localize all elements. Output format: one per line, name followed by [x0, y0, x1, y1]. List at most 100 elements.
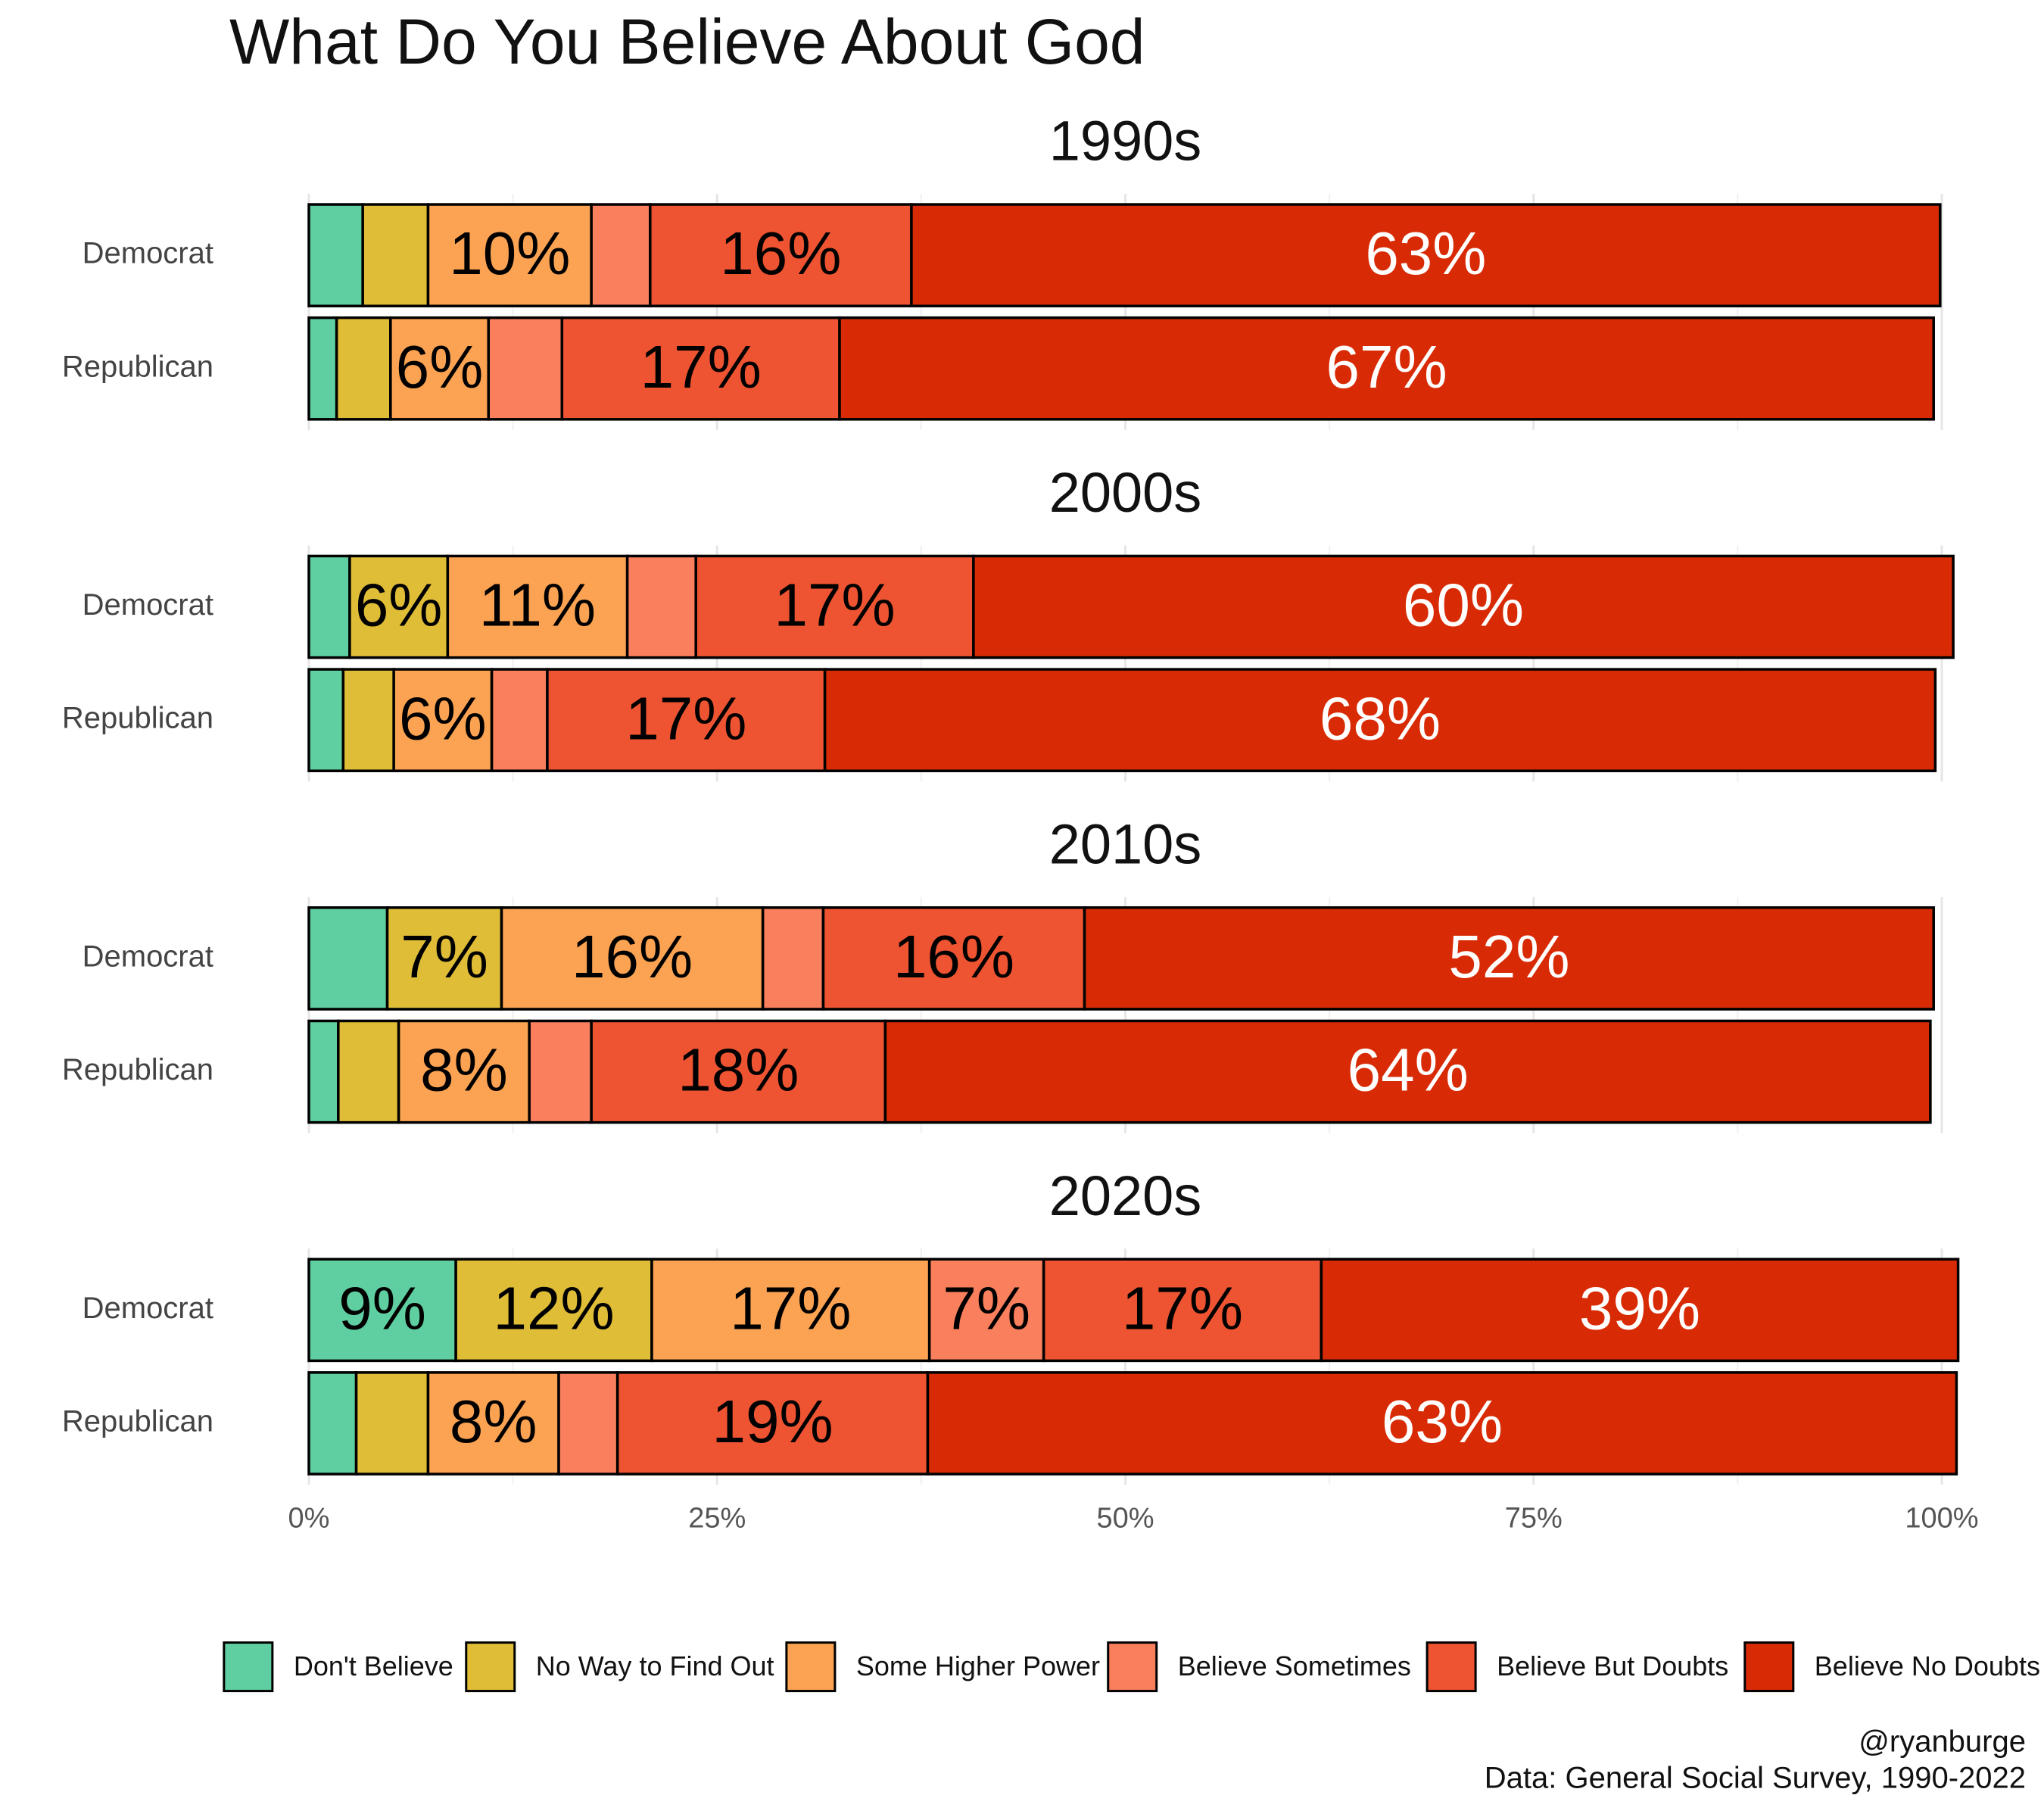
- data-label: 60%: [1403, 572, 1524, 639]
- bar-segment: [487, 316, 564, 421]
- bar-segment: [910, 203, 1942, 307]
- facet-title: 2000s: [1049, 461, 1202, 524]
- data-label: 17%: [640, 333, 762, 400]
- legend-key: [785, 1641, 837, 1693]
- legend-label: No Way to Find Out: [536, 1650, 774, 1681]
- bar-segment: [615, 1371, 930, 1476]
- data-label: 7%: [943, 1274, 1030, 1342]
- legend-label: Believe But Doubts: [1497, 1650, 1728, 1681]
- bar-segment: [694, 554, 975, 659]
- y-tick-label: Republican: [62, 702, 213, 735]
- data-label: 16%: [572, 923, 693, 990]
- x-tick-label: 50%: [1096, 1502, 1154, 1534]
- data-label: 12%: [493, 1274, 614, 1342]
- bar-segment: [761, 906, 825, 1011]
- data-label: 17%: [730, 1274, 851, 1342]
- caption: Data: General Social Survey, 1990-2022: [1485, 1762, 2026, 1795]
- bar-segment: [1083, 906, 1935, 1011]
- data-label: 52%: [1448, 923, 1569, 990]
- bar-segment: [490, 668, 549, 772]
- bar-segment: [389, 316, 491, 421]
- legend-key: [465, 1641, 516, 1693]
- data-label: 63%: [1365, 220, 1486, 287]
- bar-segment: [972, 554, 1955, 659]
- data-label: 6%: [399, 684, 487, 752]
- legend-key: [1426, 1641, 1477, 1693]
- bar-segment: [354, 1371, 430, 1476]
- bar-segment: [590, 203, 652, 307]
- y-tick-label: Democrat: [83, 588, 213, 622]
- bar-segment: [590, 1019, 887, 1124]
- bar-segment: [528, 1019, 593, 1124]
- legend-label: Some Higher Power: [856, 1650, 1100, 1681]
- facet-title: 2020s: [1049, 1164, 1202, 1227]
- data-label: 17%: [1122, 1274, 1243, 1342]
- y-tick-label: Democrat: [83, 1292, 213, 1325]
- data-label: 39%: [1579, 1274, 1700, 1342]
- x-tick-label: 100%: [1905, 1502, 1978, 1534]
- data-label: 11%: [479, 572, 596, 639]
- bar-segment: [307, 316, 338, 421]
- bar-segment: [625, 554, 697, 659]
- bar-segment: [1042, 1258, 1323, 1363]
- data-label: 19%: [712, 1388, 833, 1455]
- data-label: 17%: [774, 572, 895, 639]
- bar-segment: [883, 1019, 1932, 1124]
- y-tick-label: Republican: [62, 1405, 213, 1438]
- legend-label: Don't Believe: [294, 1650, 453, 1681]
- x-tick-label: 75%: [1505, 1502, 1563, 1534]
- x-tick-label: 0%: [288, 1502, 330, 1534]
- bar-segment: [926, 1371, 1958, 1476]
- legend-label: Believe No Doubts: [1815, 1650, 2040, 1681]
- bar-segment: [838, 316, 1935, 421]
- data-label: 8%: [450, 1388, 537, 1455]
- bar-segment: [307, 668, 345, 772]
- bar-segment: [307, 906, 389, 1011]
- data-label: 18%: [678, 1036, 799, 1104]
- data-label: 8%: [420, 1036, 508, 1104]
- data-label: 6%: [396, 333, 484, 400]
- data-label: 10%: [449, 220, 570, 287]
- data-label: 64%: [1348, 1036, 1469, 1104]
- bar-segment: [454, 1258, 653, 1363]
- bar-segment: [307, 554, 351, 659]
- legend-key: [1743, 1641, 1795, 1693]
- bar-segment: [337, 1019, 400, 1124]
- y-tick-label: Democrat: [83, 940, 213, 973]
- data-label: 16%: [893, 923, 1014, 990]
- bar-segment: [307, 1019, 340, 1124]
- bar-segment: [546, 668, 827, 772]
- bar-segment: [1320, 1258, 1960, 1363]
- bar-segment: [500, 906, 765, 1011]
- data-label: 9%: [338, 1274, 426, 1342]
- data-label: 63%: [1382, 1388, 1503, 1455]
- data-label: 7%: [400, 923, 488, 990]
- caption: @ryanburge: [1859, 1725, 2026, 1759]
- bar-segment: [392, 668, 494, 772]
- bar-segment: [361, 203, 430, 307]
- facet-title: 1990s: [1049, 110, 1202, 173]
- bar-segment: [335, 316, 392, 421]
- data-label: 68%: [1320, 684, 1441, 752]
- bar-segment: [426, 203, 593, 307]
- bar-segment: [307, 203, 364, 307]
- legend-label: Believe Sometimes: [1178, 1650, 1411, 1681]
- y-tick-label: Republican: [62, 1053, 213, 1086]
- bar-segment: [307, 1371, 358, 1476]
- data-label: 6%: [355, 572, 443, 639]
- bar-segment: [341, 668, 395, 772]
- y-tick-label: Republican: [62, 350, 213, 383]
- bar-segment: [560, 316, 841, 421]
- bar-segment: [557, 1371, 619, 1476]
- data-label: 16%: [720, 220, 841, 287]
- y-tick-label: Democrat: [83, 237, 213, 270]
- bar-segment: [426, 1371, 560, 1476]
- bar-segment: [649, 203, 913, 307]
- chart-title: What Do You Believe About God: [229, 6, 1145, 77]
- legend-key: [1107, 1641, 1158, 1693]
- bar-segment: [446, 554, 629, 659]
- bar-segment: [823, 668, 1937, 772]
- bar-segment: [385, 906, 503, 1011]
